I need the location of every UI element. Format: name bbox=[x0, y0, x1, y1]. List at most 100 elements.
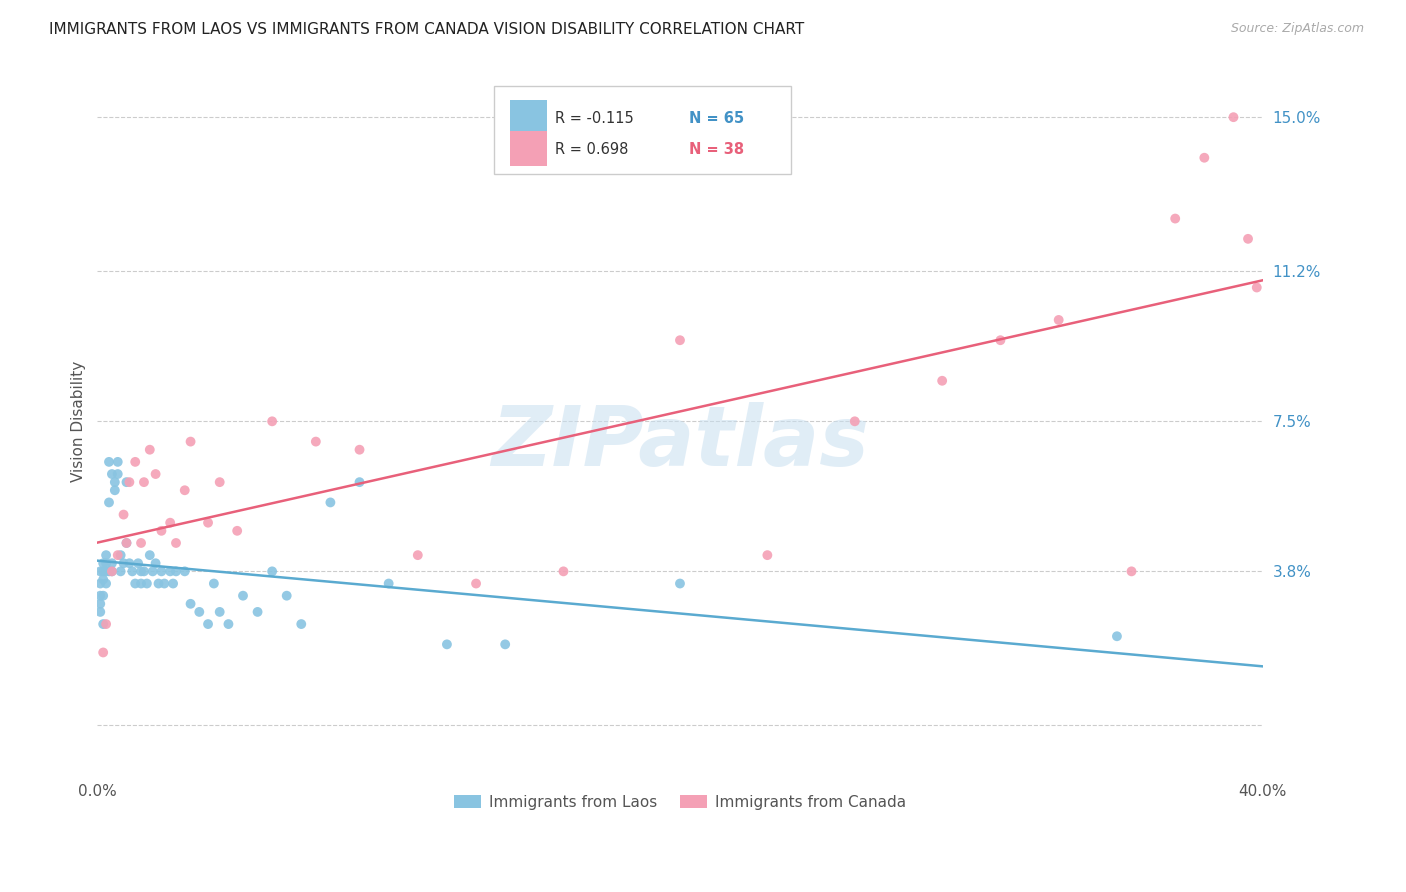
Point bbox=[844, 414, 866, 428]
Point bbox=[132, 565, 155, 579]
Point bbox=[91, 556, 114, 570]
Point bbox=[110, 548, 132, 562]
Point bbox=[101, 556, 124, 570]
Point bbox=[132, 475, 155, 490]
Point bbox=[262, 414, 284, 428]
Point bbox=[89, 565, 111, 579]
Point bbox=[202, 576, 225, 591]
Point bbox=[89, 576, 111, 591]
Point bbox=[89, 597, 111, 611]
Point bbox=[1222, 110, 1244, 124]
Point bbox=[101, 565, 124, 579]
Point bbox=[1164, 211, 1187, 226]
Point bbox=[129, 536, 152, 550]
Point bbox=[115, 536, 138, 550]
Point bbox=[305, 434, 328, 449]
Point bbox=[276, 589, 298, 603]
FancyBboxPatch shape bbox=[494, 87, 790, 174]
Point bbox=[139, 548, 162, 562]
Point bbox=[101, 565, 124, 579]
Point bbox=[98, 455, 121, 469]
Point bbox=[94, 548, 117, 562]
Text: N = 65: N = 65 bbox=[689, 112, 744, 126]
Point bbox=[436, 637, 458, 651]
Point bbox=[94, 556, 117, 570]
Text: R = 0.698: R = 0.698 bbox=[555, 142, 628, 157]
Point bbox=[112, 556, 135, 570]
Point bbox=[290, 617, 312, 632]
Point bbox=[145, 467, 167, 481]
Point bbox=[129, 565, 152, 579]
Point bbox=[756, 548, 779, 562]
Point bbox=[121, 565, 143, 579]
Point bbox=[142, 565, 165, 579]
Point bbox=[89, 589, 111, 603]
FancyBboxPatch shape bbox=[510, 130, 547, 166]
Point bbox=[173, 565, 195, 579]
Point bbox=[553, 565, 575, 579]
Point bbox=[669, 333, 692, 347]
Point bbox=[104, 475, 127, 490]
Point bbox=[232, 589, 254, 603]
Text: ZIPatlas: ZIPatlas bbox=[491, 402, 869, 483]
Point bbox=[669, 576, 692, 591]
Point bbox=[124, 455, 146, 469]
Point bbox=[91, 645, 114, 659]
Point bbox=[1047, 313, 1070, 327]
Point bbox=[118, 556, 141, 570]
Text: Source: ZipAtlas.com: Source: ZipAtlas.com bbox=[1230, 22, 1364, 36]
Point bbox=[104, 483, 127, 498]
Point bbox=[148, 576, 170, 591]
Point bbox=[153, 576, 176, 591]
Point bbox=[1237, 232, 1260, 246]
Point bbox=[1194, 151, 1216, 165]
Point bbox=[188, 605, 211, 619]
Legend: Immigrants from Laos, Immigrants from Canada: Immigrants from Laos, Immigrants from Ca… bbox=[447, 789, 912, 816]
Point bbox=[91, 573, 114, 587]
Point bbox=[162, 576, 184, 591]
Point bbox=[94, 576, 117, 591]
Point bbox=[319, 495, 342, 509]
Point bbox=[173, 483, 195, 498]
Point bbox=[165, 536, 187, 550]
Point bbox=[180, 597, 202, 611]
Point bbox=[107, 455, 129, 469]
Point bbox=[931, 374, 953, 388]
Point bbox=[159, 565, 181, 579]
Text: IMMIGRANTS FROM LAOS VS IMMIGRANTS FROM CANADA VISION DISABILITY CORRELATION CHA: IMMIGRANTS FROM LAOS VS IMMIGRANTS FROM … bbox=[49, 22, 804, 37]
Point bbox=[197, 516, 219, 530]
Point bbox=[115, 536, 138, 550]
FancyBboxPatch shape bbox=[510, 100, 547, 135]
Point bbox=[150, 524, 173, 538]
Point bbox=[91, 617, 114, 632]
Point bbox=[98, 565, 121, 579]
Point bbox=[89, 605, 111, 619]
Point bbox=[101, 467, 124, 481]
Point bbox=[465, 576, 488, 591]
Point bbox=[107, 467, 129, 481]
Point bbox=[118, 475, 141, 490]
Point bbox=[208, 605, 231, 619]
Text: R = -0.115: R = -0.115 bbox=[555, 112, 634, 126]
Point bbox=[406, 548, 429, 562]
Point bbox=[377, 576, 399, 591]
Point bbox=[150, 565, 173, 579]
Point bbox=[145, 556, 167, 570]
Point bbox=[129, 576, 152, 591]
Point bbox=[197, 617, 219, 632]
Point bbox=[127, 556, 149, 570]
Point bbox=[112, 508, 135, 522]
Point bbox=[159, 516, 181, 530]
Point bbox=[217, 617, 239, 632]
Point bbox=[1246, 280, 1268, 294]
Point bbox=[139, 442, 162, 457]
Point bbox=[91, 565, 114, 579]
Text: N = 38: N = 38 bbox=[689, 142, 744, 157]
Point bbox=[246, 605, 269, 619]
Point bbox=[208, 475, 231, 490]
Point bbox=[262, 565, 284, 579]
Point bbox=[98, 495, 121, 509]
Point bbox=[94, 565, 117, 579]
Point bbox=[115, 475, 138, 490]
Y-axis label: Vision Disability: Vision Disability bbox=[72, 360, 86, 482]
